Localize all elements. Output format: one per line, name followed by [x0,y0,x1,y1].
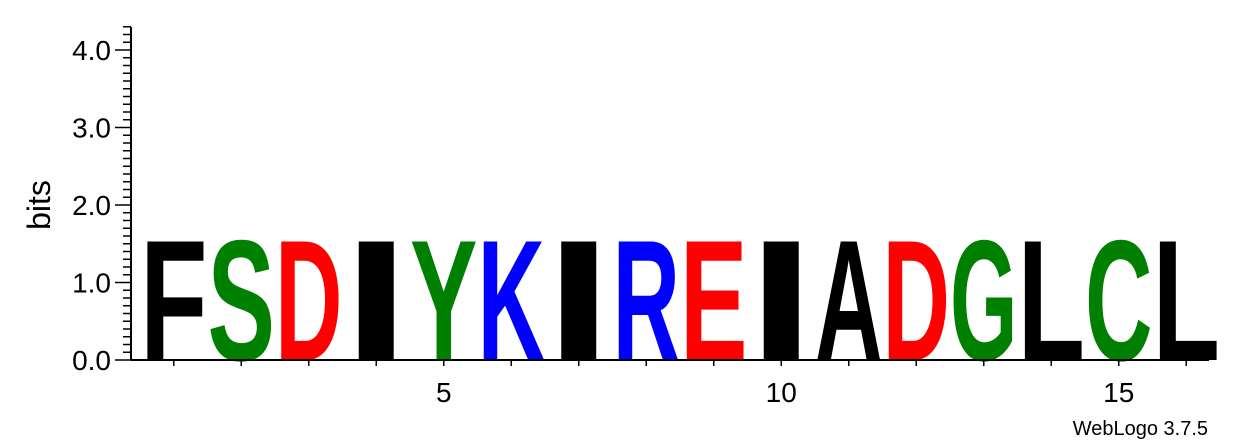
logo-letter: G [950,205,1017,397]
logo-letter: E [680,204,747,397]
logo-letter: I [343,204,410,397]
logo-letter: C [1085,206,1152,397]
y-tick-label: 3.0 [72,113,111,144]
logo-letter: S [208,204,275,397]
y-axis-label: bits [21,180,57,230]
x-axis: 5 10 15 [131,359,1209,408]
x-tick-label: 15 [1103,377,1134,408]
logo-letter: K [478,206,545,397]
logo-letter: A [815,206,882,397]
logo-letter: L [1018,204,1085,397]
x-tick-label: 10 [766,377,797,408]
logo-letter: L [1153,204,1220,397]
y-tick-label: 0.0 [72,345,111,376]
logo-letter: Y [410,204,477,397]
logo-letter: D [883,206,950,397]
weblogo-credit: WebLogo 3.7.5 [1073,418,1208,440]
y-tick-label: 4.0 [72,35,111,66]
logo-letter: I [545,204,612,397]
logo-letter: R [613,206,680,397]
y-axis: 0.0 1.0 2.0 3.0 4.0 [72,26,132,376]
logo-letter: D [275,206,342,397]
x-tick-label: 5 [436,377,452,408]
logo-letter: F [140,204,207,397]
y-tick-label: 2.0 [72,190,111,221]
y-tick-label: 1.0 [72,268,111,299]
logo-letter: I [748,204,815,397]
